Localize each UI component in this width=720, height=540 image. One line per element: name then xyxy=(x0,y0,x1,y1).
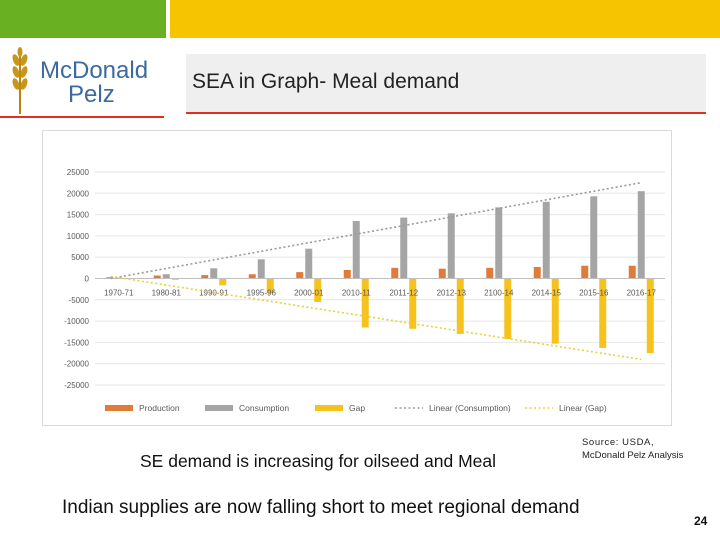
bar-production xyxy=(343,269,351,279)
bar-gap xyxy=(171,278,179,280)
y-tick-label: 25000 xyxy=(67,168,90,177)
bar-consumption xyxy=(257,259,265,279)
bar-gap xyxy=(504,278,512,339)
bar-production xyxy=(533,266,541,279)
bar-production xyxy=(106,277,114,279)
header-yellow-bar xyxy=(170,0,720,38)
title-box xyxy=(186,54,706,112)
bar-production xyxy=(153,275,161,279)
logo-underline xyxy=(0,116,164,118)
y-tick-label: 0 xyxy=(85,275,90,284)
bar-gap xyxy=(409,278,417,329)
bar-consumption xyxy=(495,207,503,279)
y-tick-label: -25000 xyxy=(64,381,89,390)
logo-text-line1: McDonald xyxy=(40,57,148,84)
y-tick-label: 5000 xyxy=(71,253,89,262)
bar-consumption xyxy=(352,220,360,279)
x-tick-label: 2000-01 xyxy=(294,289,324,298)
legend-swatch xyxy=(205,405,233,411)
y-tick-label: -15000 xyxy=(64,338,89,347)
bar-consumption xyxy=(590,196,598,279)
y-tick-label: -10000 xyxy=(64,317,89,326)
source-line-2: McDonald Pelz Analysis xyxy=(582,450,684,461)
x-tick-label: 2014-15 xyxy=(532,289,562,298)
header-green-bar xyxy=(0,0,166,38)
page-title: SEA in Graph- Meal demand xyxy=(192,70,460,93)
bar-consumption xyxy=(400,217,408,279)
chart-frame: 25000 20000 15000 10000 5000 0 -5000 -10000 -150… xyxy=(42,130,672,426)
bar-gap xyxy=(219,278,227,286)
x-tick-label: 1995-96 xyxy=(247,289,277,298)
legend-label: Gap xyxy=(349,403,365,413)
bar-consumption xyxy=(542,201,550,279)
legend-swatch xyxy=(105,405,133,411)
y-tick-label: 15000 xyxy=(67,211,90,220)
chart-caption: SE demand is increasing for oilseed and … xyxy=(140,451,497,471)
y-tick-label: -20000 xyxy=(64,360,89,369)
legend-swatch xyxy=(315,405,343,411)
bar-gap xyxy=(314,278,322,302)
source-line-1: Source: USDA, xyxy=(582,437,655,448)
x-tick-label: 1970-71 xyxy=(104,289,134,298)
bar-gap xyxy=(456,278,464,334)
page-number: 24 xyxy=(694,514,708,528)
x-tick-label: 2012-13 xyxy=(437,289,467,298)
bar-production xyxy=(391,267,399,279)
bar-consumption xyxy=(162,274,170,279)
trendline xyxy=(110,181,642,280)
footer-statement: Indian supplies are now falling short to… xyxy=(62,497,580,518)
bar-production xyxy=(438,268,446,279)
bar-production xyxy=(248,274,256,279)
bar-production xyxy=(486,267,494,279)
y-tick-label: 20000 xyxy=(67,189,90,198)
bar-production xyxy=(201,275,209,279)
meal-demand-chart: 25000 20000 15000 10000 5000 0 -5000 -10000 -150… xyxy=(64,168,665,413)
legend-label: Linear (Gap) xyxy=(559,403,607,413)
bar-consumption xyxy=(637,191,645,279)
logo-text-line2: Pelz xyxy=(68,81,115,108)
bar-gap xyxy=(551,278,559,344)
title-underline xyxy=(186,112,706,114)
bar-gap xyxy=(266,278,274,294)
bar-gap xyxy=(646,278,654,354)
x-tick-label: 2011-12 xyxy=(389,289,418,298)
bar-consumption xyxy=(305,248,313,279)
legend-label: Production xyxy=(139,403,180,413)
wheat-icon xyxy=(12,47,28,114)
x-tick-label: 2100-14 xyxy=(484,289,514,298)
company-logo: McDonald Pelz xyxy=(12,47,148,114)
x-tick-label: 2016-17 xyxy=(627,289,657,298)
bar-gap xyxy=(361,278,369,328)
y-tick-label: -5000 xyxy=(69,296,90,305)
x-tick-label: 2010-11 xyxy=(342,289,371,298)
bar-consumption xyxy=(210,268,218,279)
bar-production xyxy=(296,272,304,279)
bar-production xyxy=(581,265,589,279)
bar-production xyxy=(628,265,636,279)
x-tick-label: 2015-16 xyxy=(579,289,609,298)
bar-gap xyxy=(599,278,607,348)
y-tick-label: 10000 xyxy=(67,232,90,241)
legend-label: Linear (Consumption) xyxy=(429,403,511,413)
legend-label: Consumption xyxy=(239,403,289,413)
bar-consumption xyxy=(447,213,455,279)
trendline xyxy=(110,275,642,361)
x-tick-label: 1980-81 xyxy=(152,289,182,298)
